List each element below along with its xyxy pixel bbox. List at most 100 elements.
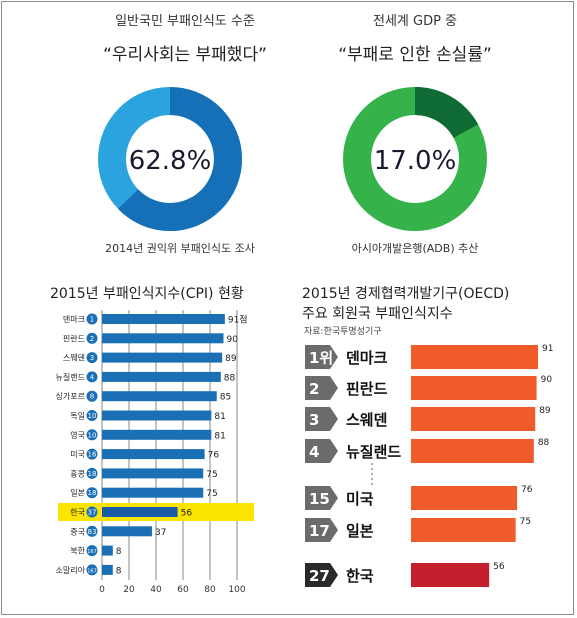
cpi-rank-badge xyxy=(86,525,98,537)
cpi-tick-label: 20 xyxy=(123,585,135,595)
oecd-bar xyxy=(411,407,536,431)
oecd-bar xyxy=(411,486,518,510)
oecd-rank-number: 3 xyxy=(309,411,319,429)
cpi-rank-number: 37 xyxy=(88,509,97,517)
cpi-rank-badge xyxy=(86,410,98,421)
oecd-rank-badge xyxy=(305,407,338,431)
cpi-country-label: 소말리아 xyxy=(56,565,86,575)
donut-left-title: 일반국민 부패인식도 수준 xyxy=(115,14,255,29)
donut-right-title: 전세계 GDP 중 xyxy=(372,14,458,29)
cpi-country-label: 독일 xyxy=(70,412,85,421)
donut-center-label: 17.0% xyxy=(374,146,457,176)
cpi-value-label: 37 xyxy=(155,528,166,538)
cpi-tick-label: 80 xyxy=(204,585,216,595)
cpi-bar xyxy=(102,526,152,537)
oecd-country-label: 스웨덴 xyxy=(346,411,387,429)
cpi-rank-badge xyxy=(86,487,98,499)
cpi-tick-label: 40 xyxy=(150,585,162,595)
donut-center-label: 62.8% xyxy=(129,146,212,176)
cpi-country-label: 덴마크 xyxy=(63,315,85,324)
oecd-rank-badge xyxy=(305,563,338,587)
cpi-rank-number: 167 xyxy=(87,549,97,555)
cpi-bar xyxy=(102,487,204,498)
cpi-value-label: 81 xyxy=(214,412,225,422)
cpi-country-label: 스웨덴 xyxy=(63,353,85,363)
oecd-country-label: 일본 xyxy=(346,522,374,540)
oecd-country-label: 덴마크 xyxy=(346,349,388,367)
cpi-value-label: 8 xyxy=(116,547,122,557)
cpi-value-label: 88 xyxy=(224,373,236,383)
cpi-bar xyxy=(102,429,212,440)
cpi-tick-label: 60 xyxy=(177,585,189,595)
oecd-rank-badge xyxy=(305,439,338,463)
cpi-rank-number: 83 xyxy=(88,528,97,536)
oecd-country-label: 미국 xyxy=(346,490,374,508)
oecd-value-label: 90 xyxy=(541,375,553,385)
cpi-value-label: 89 xyxy=(225,354,237,364)
cpi-country-label: 미국 xyxy=(70,450,85,459)
oecd-country-label: 핀란드 xyxy=(346,380,388,398)
oecd-bar xyxy=(411,376,537,400)
oecd-country-label: 한국 xyxy=(346,567,374,585)
oecd-rank-number: 17 xyxy=(309,522,330,540)
donut-right-quote: “부패로 인한 손실률” xyxy=(338,45,492,65)
cpi-rank-badge xyxy=(86,564,98,576)
cpi-rank-badge xyxy=(86,429,98,441)
cpi-rank-number: 167 xyxy=(87,568,97,574)
oecd-chart-source: 자료:한국투명성기구 xyxy=(304,327,382,337)
cpi-bar xyxy=(102,564,113,575)
oecd-rank-number: 15 xyxy=(309,490,330,508)
cpi-country-label: 중국 xyxy=(70,527,85,536)
cpi-country-label: 북한 xyxy=(70,547,85,556)
oecd-value-label: 75 xyxy=(520,517,531,527)
oecd-value-label: 89 xyxy=(539,406,551,416)
cpi-rank-number: 18 xyxy=(88,489,97,497)
cpi-value-label: 90 xyxy=(227,335,239,345)
oecd-rank-number: 2 xyxy=(309,380,319,398)
cpi-country-label: 한국 xyxy=(70,508,85,517)
cpi-bar xyxy=(102,449,205,460)
oecd-value-label: 91 xyxy=(542,344,553,354)
cpi-bar xyxy=(102,410,212,421)
cpi-country-label: 홍콩 xyxy=(70,468,85,478)
cpi-value-label: 56 xyxy=(181,509,193,519)
cpi-bar xyxy=(102,391,217,402)
cpi-rank-number: 18 xyxy=(88,470,97,478)
cpi-rank-badge xyxy=(86,390,98,402)
donut-value-slice xyxy=(98,87,242,231)
oecd-rank-badge xyxy=(305,486,338,510)
cpi-rank-badge xyxy=(86,313,98,325)
cpi-country-label: 일본 xyxy=(70,489,85,498)
cpi-value-label: 91점 xyxy=(228,314,248,326)
oecd-bar xyxy=(411,345,538,369)
donut-chart-right: 17.0% xyxy=(343,87,487,231)
cpi-rank-number: 2 xyxy=(90,335,94,343)
cpi-value-label: 8 xyxy=(116,566,122,576)
cpi-value-label: 81 xyxy=(214,431,225,441)
donut-left-quote: “우리사회는 부패했다” xyxy=(103,45,267,65)
oecd-rank-number: 1위 xyxy=(309,349,333,367)
oecd-rank-badge xyxy=(305,518,338,542)
cpi-bar xyxy=(102,352,223,363)
oecd-value-label: 76 xyxy=(521,485,533,495)
cpi-country-label: 뉴질랜드 xyxy=(56,372,85,382)
oecd-rank-number: 4 xyxy=(309,443,319,461)
oecd-bar xyxy=(411,439,534,463)
oecd-bar xyxy=(411,563,490,587)
cpi-rank-badge xyxy=(86,371,98,383)
cpi-bar xyxy=(102,468,204,479)
cpi-bar xyxy=(102,545,113,556)
cpi-rank-badge xyxy=(86,467,98,479)
cpi-rank-number: 8 xyxy=(90,393,94,401)
cpi-rank-badge xyxy=(86,545,98,557)
cpi-rank-badge xyxy=(86,352,98,364)
cpi-country-label: 핀란드 xyxy=(63,333,85,343)
cpi-rank-badge xyxy=(86,506,98,518)
oecd-rank-badge xyxy=(305,376,338,400)
oecd-country-label: 뉴질랜드 xyxy=(346,443,401,461)
cpi-rank-number: 1 xyxy=(90,316,94,324)
donut-chart-left: 62.8% xyxy=(98,87,242,231)
cpi-bar xyxy=(102,333,224,344)
